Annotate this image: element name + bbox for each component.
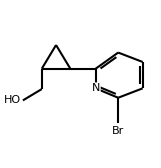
Text: N: N: [91, 83, 100, 93]
Text: HO: HO: [4, 95, 21, 105]
Text: Br: Br: [112, 126, 124, 136]
